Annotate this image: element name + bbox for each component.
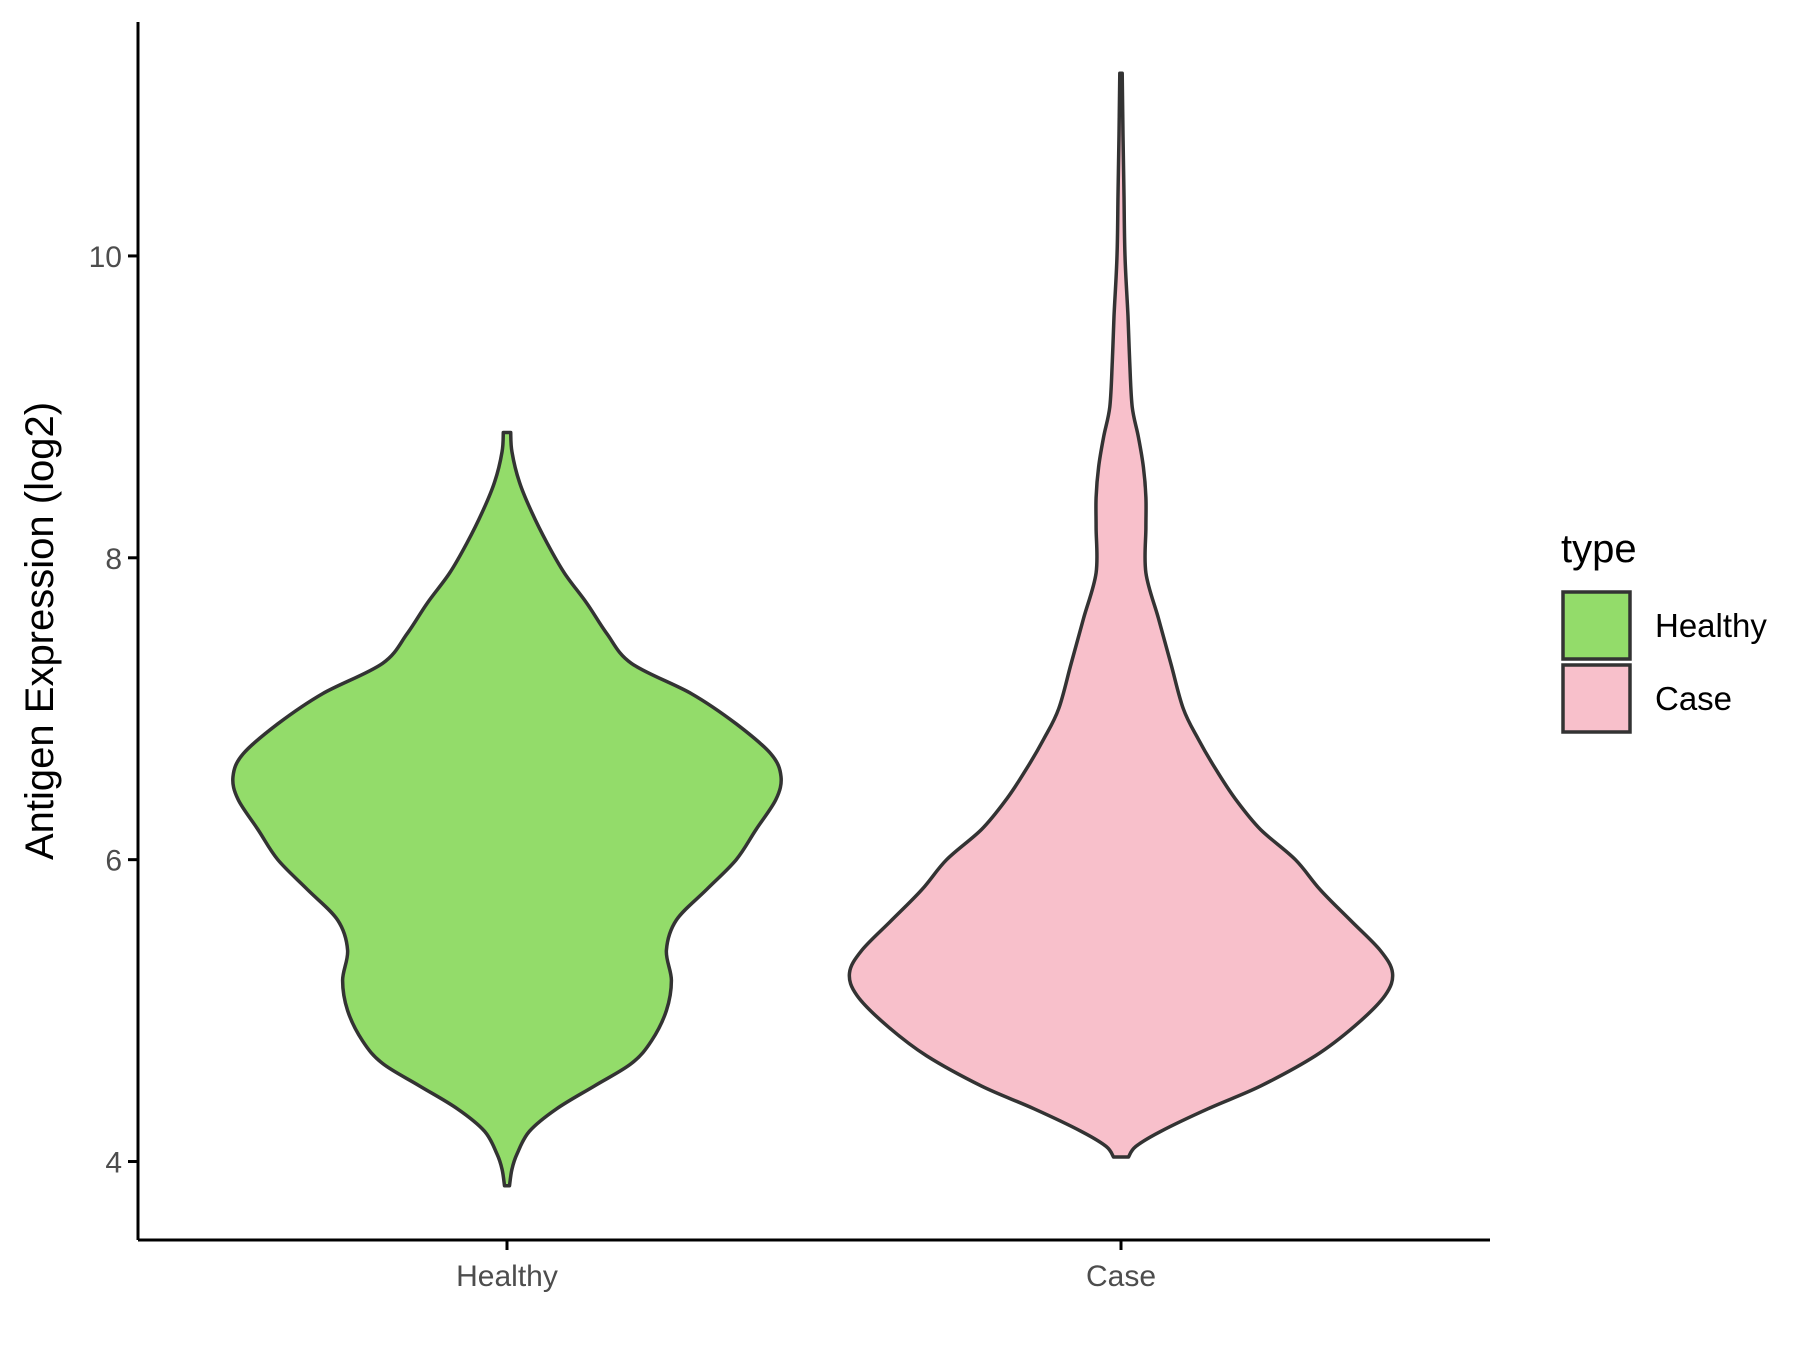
violin-case [847,71,1395,1159]
legend-label: Case [1655,680,1732,717]
legend-title: type [1561,527,1637,571]
y-axis-title: Antigen Expression (log2) [18,402,62,860]
y-tick-label: 6 [105,845,122,878]
x-tick-label: Healthy [456,1260,558,1293]
y-tick-label: 8 [105,543,122,576]
x-tick-label: Case [1086,1260,1156,1293]
y-ticks-group: 4 6 8 10 [89,241,138,1180]
x-ticks-group: Healthy Case [456,1240,1156,1293]
legend-key-case [1561,663,1632,734]
legend: type Healthy Case [1561,527,1767,734]
violin-healthy [231,430,783,1188]
legend-items: Healthy Case [1561,590,1767,734]
y-tick-label: 10 [89,241,122,274]
violins-group [231,71,1395,1188]
legend-label: Healthy [1655,607,1767,644]
axes-group [136,22,1490,1242]
y-tick-label: 4 [105,1147,122,1180]
legend-key-healthy [1561,590,1632,661]
